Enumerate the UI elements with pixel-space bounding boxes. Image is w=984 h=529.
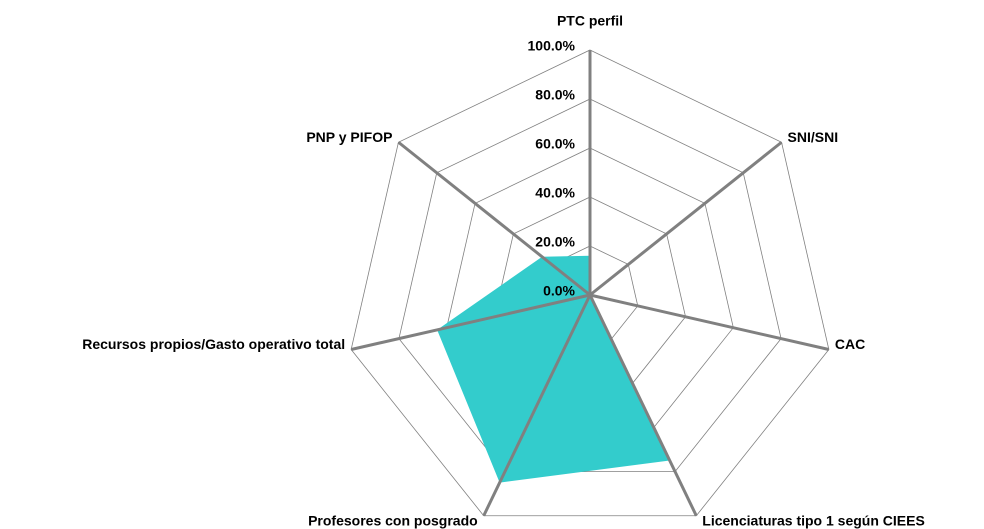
axis-label: Profesores con posgrado: [308, 512, 478, 528]
tick-label: 20.0%: [535, 234, 575, 250]
axis-spoke: [482, 294, 592, 517]
tick-label: 80.0%: [535, 87, 575, 103]
axis-spoke: [589, 293, 830, 351]
axis-spoke: [397, 141, 591, 297]
axis-label: PTC perfil: [557, 13, 623, 29]
tick-label: 40.0%: [535, 185, 575, 201]
tick-label: 0.0%: [543, 283, 575, 299]
axis-label: PNP y PIFOP: [306, 129, 392, 145]
axis-label: Licenciaturas tipo 1 según CIEES: [702, 512, 925, 528]
axis-label: Recursos propios/Gasto operativo total: [82, 336, 345, 352]
axis-spoke: [588, 294, 698, 517]
grid-line: [350, 49, 830, 517]
axis-label: SNI/SNI: [788, 129, 839, 145]
axis-spoke: [589, 141, 783, 297]
tick-label: 60.0%: [535, 136, 575, 152]
grid-line: [398, 98, 782, 472]
axis-label: CAC: [835, 336, 865, 352]
axis-spoke: [350, 293, 591, 351]
tick-label: 100.0%: [528, 38, 576, 54]
